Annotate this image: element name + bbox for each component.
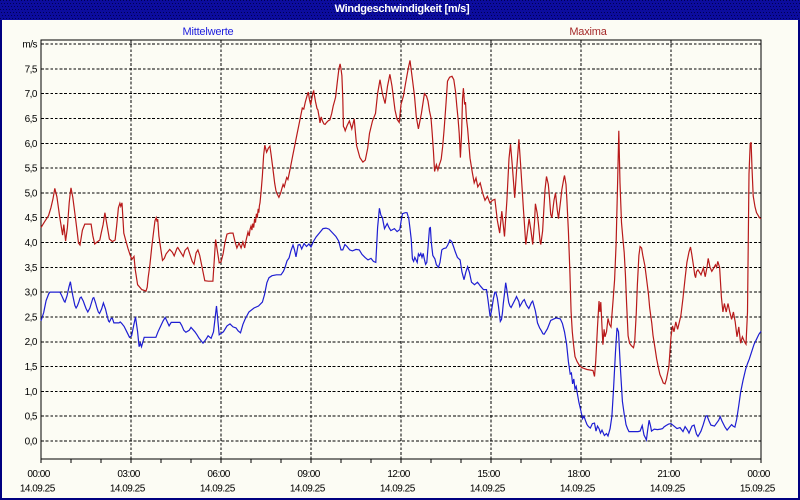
- svg-text:7,0: 7,0: [25, 89, 38, 100]
- svg-text:5,5: 5,5: [25, 164, 38, 175]
- svg-text:14.09.25: 14.09.25: [560, 484, 596, 495]
- svg-text:6,5: 6,5: [25, 114, 38, 125]
- svg-text:5,0: 5,0: [25, 188, 38, 199]
- svg-text:14.09.25: 14.09.25: [200, 484, 236, 495]
- svg-text:Maxima: Maxima: [569, 26, 607, 38]
- svg-text:14.09.25: 14.09.25: [470, 484, 506, 495]
- svg-text:14.09.25: 14.09.25: [380, 484, 416, 495]
- svg-text:14.09.25: 14.09.25: [650, 484, 686, 495]
- svg-text:15.09.25: 15.09.25: [740, 484, 776, 495]
- svg-text:4,0: 4,0: [25, 238, 38, 249]
- svg-text:Windgeschwindigkeit [m/s]: Windgeschwindigkeit [m/s]: [335, 3, 470, 15]
- svg-text:14.09.25: 14.09.25: [290, 484, 326, 495]
- svg-text:06:00: 06:00: [207, 469, 230, 480]
- svg-text:00:00: 00:00: [747, 469, 770, 480]
- svg-text:18:00: 18:00: [567, 469, 590, 480]
- svg-text:3,5: 3,5: [25, 263, 38, 274]
- svg-text:00:00: 00:00: [27, 469, 50, 480]
- svg-text:2,5: 2,5: [25, 312, 38, 323]
- svg-text:14.09.25: 14.09.25: [110, 484, 146, 495]
- svg-text:1,0: 1,0: [25, 387, 38, 398]
- svg-text:21:00: 21:00: [657, 469, 680, 480]
- svg-text:1,5: 1,5: [25, 362, 38, 373]
- svg-text:m/s: m/s: [22, 40, 37, 51]
- svg-text:0,0: 0,0: [25, 437, 38, 448]
- svg-text:14.09.25: 14.09.25: [20, 484, 56, 495]
- svg-text:4,5: 4,5: [25, 213, 38, 224]
- svg-text:0,5: 0,5: [25, 412, 38, 423]
- svg-text:12:00: 12:00: [387, 469, 410, 480]
- svg-text:3,0: 3,0: [25, 288, 38, 299]
- svg-text:09:00: 09:00: [297, 469, 320, 480]
- svg-text:2,0: 2,0: [25, 337, 38, 348]
- svg-text:6,0: 6,0: [25, 139, 38, 150]
- svg-text:03:00: 03:00: [117, 469, 140, 480]
- svg-text:15:00: 15:00: [477, 469, 500, 480]
- svg-text:Mittelwerte: Mittelwerte: [183, 26, 234, 38]
- svg-text:7,5: 7,5: [25, 64, 38, 75]
